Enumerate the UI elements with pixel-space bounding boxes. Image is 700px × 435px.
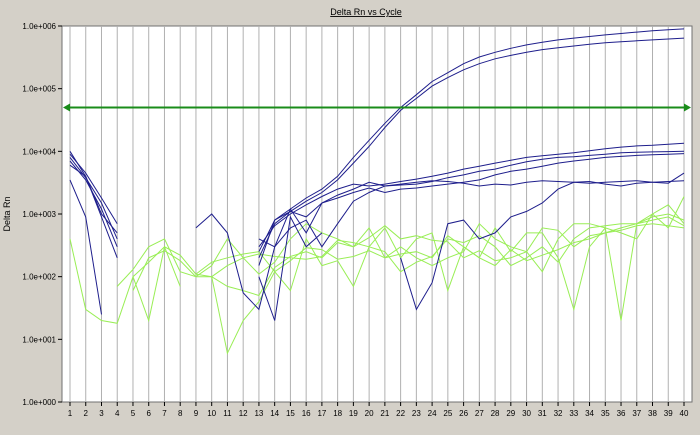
x-tick-label: 31 [538, 409, 547, 418]
y-tick-label: 1.0e+006 [22, 22, 56, 31]
series-line-background-3 [132, 223, 685, 297]
series-line-amplification-10 [69, 153, 685, 258]
plot-area [61, 25, 693, 403]
x-tick-label: 27 [475, 409, 484, 418]
y-tick-label: 1.0e+005 [22, 85, 56, 94]
y-tick-label: 1.0e+000 [22, 398, 56, 407]
threshold-handle-right[interactable] [684, 103, 691, 112]
series-line-background-4 [132, 216, 685, 291]
x-tick-label: 4 [115, 409, 120, 418]
x-tick-label: 16 [302, 409, 311, 418]
series-line-amplification-8 [69, 142, 685, 248]
x-tick-label: 25 [443, 409, 452, 418]
x-tick-label: 36 [617, 409, 626, 418]
grid-layer [69, 26, 685, 402]
y-tick-layer: 1.0e+000 1.0e+001 1.0e+002 1.0e+003 1.0e+004… [22, 22, 62, 407]
x-tick-label: 39 [664, 409, 673, 418]
x-tick-label: 38 [648, 409, 657, 418]
y-tick-label: 1.0e+003 [22, 210, 56, 219]
y-axis-label: Delta Rn [2, 196, 12, 231]
x-tick-label: 14 [270, 409, 279, 418]
series-line-amplification-12 [258, 180, 685, 321]
x-tick-label: 37 [632, 409, 641, 418]
x-tick-label: 13 [254, 409, 263, 418]
x-tick-label: 33 [569, 409, 578, 418]
x-tick-label: 12 [239, 409, 248, 418]
x-tick-label: 7 [162, 409, 167, 418]
threshold-layer [63, 103, 691, 112]
chart-title: Delta Rn vs Cycle [330, 7, 402, 17]
x-tick-label: 9 [194, 409, 199, 418]
x-tick-label: 20 [365, 409, 374, 418]
x-tick-label: 40 [680, 409, 689, 418]
x-tick-label: 18 [333, 409, 342, 418]
x-tick-label: 8 [178, 409, 183, 418]
series-line-amplification-11 [69, 172, 685, 315]
series-layer [69, 28, 685, 355]
x-tick-label: 3 [99, 409, 104, 418]
x-tick-label: 17 [317, 409, 326, 418]
y-tick-label: 1.0e+001 [22, 335, 56, 344]
x-tick-label: 19 [349, 409, 358, 418]
x-tick-label: 32 [554, 409, 563, 418]
x-tick-label: 10 [207, 409, 216, 418]
x-tick-label: 26 [459, 409, 468, 418]
series-line-background-5 [195, 213, 685, 275]
x-tick-label: 11 [223, 409, 232, 418]
series-line-background-2 [116, 204, 685, 287]
x-tick-label: 30 [522, 409, 531, 418]
x-tick-label: 21 [380, 409, 389, 418]
x-tick-label: 35 [601, 409, 610, 418]
x-tick-label: 5 [131, 409, 136, 418]
x-tick-label: 1 [68, 409, 73, 418]
x-tick-label: 22 [396, 409, 405, 418]
x-tick-label: 34 [585, 409, 594, 418]
x-tick-label: 15 [286, 409, 295, 418]
x-tick-label: 6 [146, 409, 151, 418]
x-tick-label: 23 [412, 409, 421, 418]
threshold-handle-left[interactable] [63, 103, 70, 112]
x-tick-label: 24 [428, 409, 437, 418]
y-tick-label: 1.0e+002 [22, 273, 56, 282]
y-tick-label: 1.0e+004 [22, 147, 56, 156]
x-tick-label: 2 [84, 409, 89, 418]
series-line-amplification-7 [69, 37, 685, 259]
x-tick-label: 28 [491, 409, 500, 418]
x-tick-layer: 1 2 3 4 5 6 7 8 9 10 11 12 13 14 15 16 17 18 19 20 21 22 23 24 2… [68, 402, 689, 418]
x-tick-label: 29 [506, 409, 515, 418]
